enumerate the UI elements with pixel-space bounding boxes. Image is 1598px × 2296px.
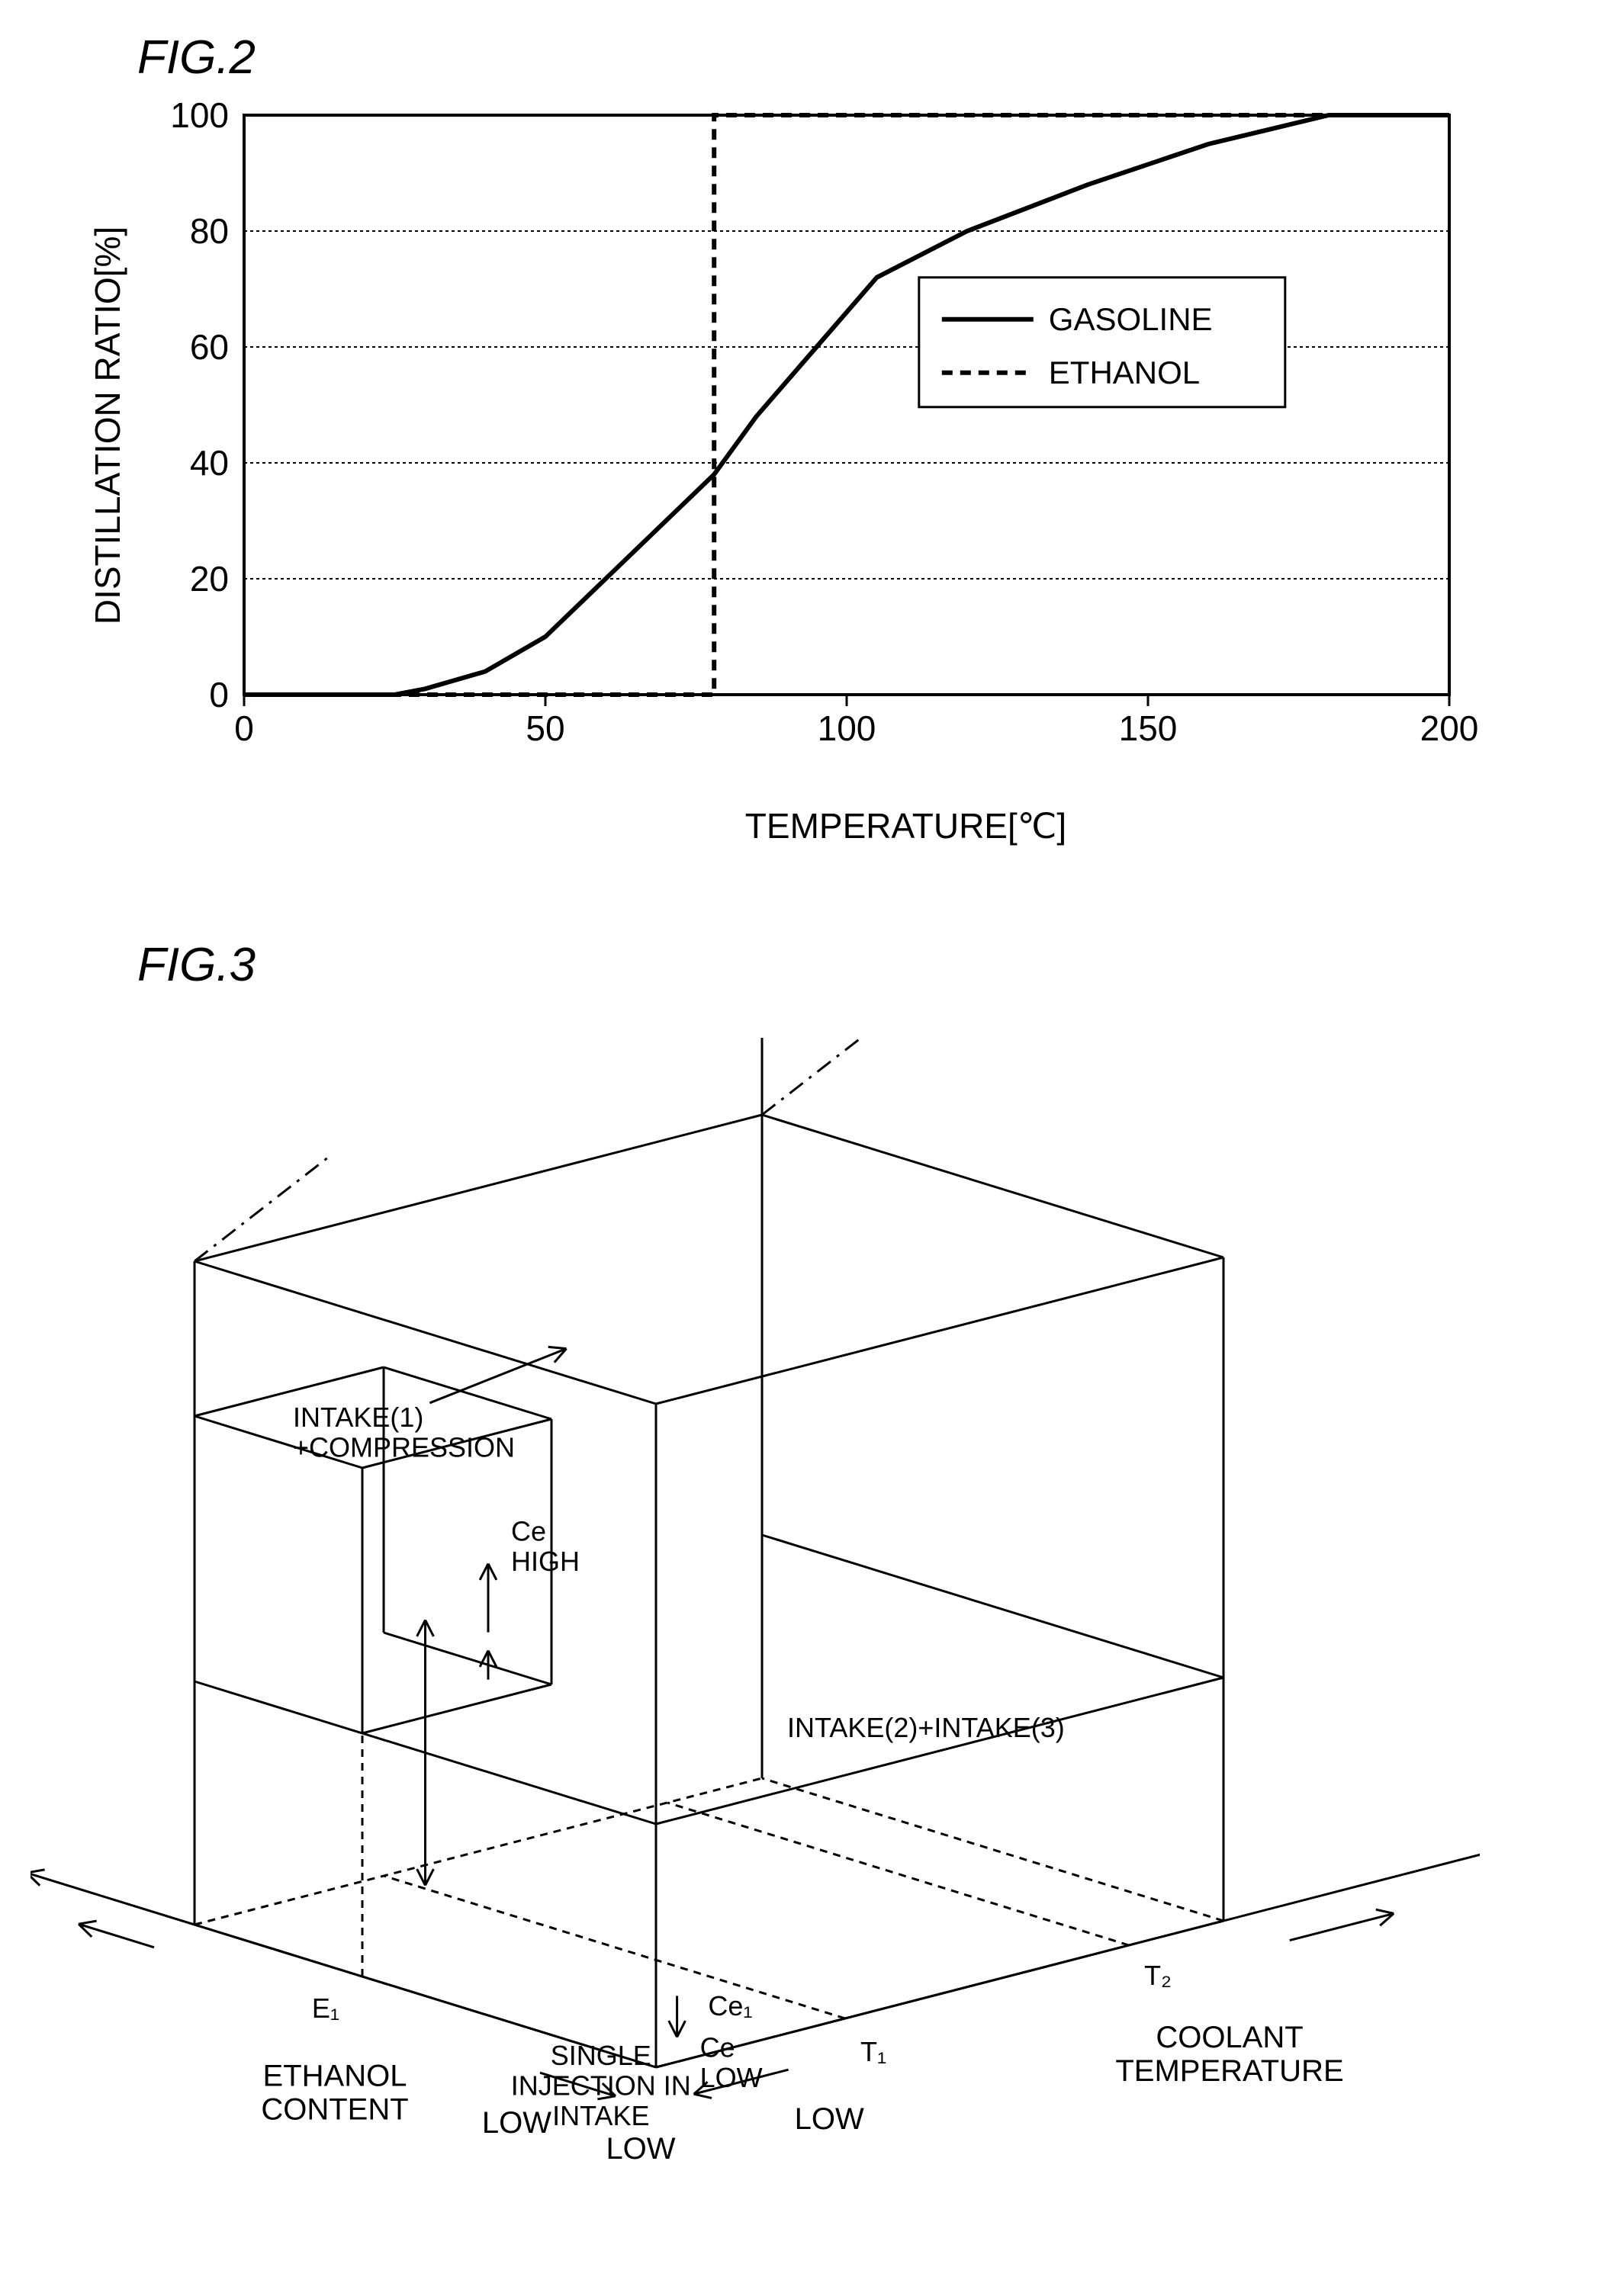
svg-text:80: 80 [190,211,229,251]
svg-text:60: 60 [190,327,229,367]
svg-text:SINGLE: SINGLE [551,2040,651,2071]
svg-text:Ce: Ce [700,2031,735,2063]
svg-text:INTAKE: INTAKE [552,2100,649,2131]
fig2-ylabel: DISTILLATION RATIO[%] [87,226,128,625]
svg-text:INTAKE(2)+INTAKE(3): INTAKE(2)+INTAKE(3) [787,1712,1065,1743]
fig2-plot: 0 20 40 60 80 100 0 50 100 150 200 GASOLINE ETHANOL [107,100,1480,786]
svg-text:200: 200 [1420,708,1479,748]
svg-text:Ce₁: Ce₁ [708,1990,752,2021]
svg-text:INJECTION IN: INJECTION IN [511,2070,691,2102]
svg-text:INTAKE(1): INTAKE(1) [293,1402,423,1433]
svg-text:Ce: Ce [511,1516,546,1547]
svg-text:HIGH: HIGH [511,1546,580,1577]
svg-text:100: 100 [170,100,229,135]
fig3-plot: INTAKE(1)+COMPRESSION INTAKE(2)+INTAKE(3)… [31,1038,1480,2182]
svg-text:0: 0 [209,675,229,714]
svg-text:50: 50 [526,708,564,748]
svg-text:LOW: LOW [482,2106,551,2140]
svg-text:E₁: E₁ [312,1993,339,2024]
svg-text:TEMPERATURE: TEMPERATURE [1115,2054,1343,2088]
svg-text:+COMPRESSION: +COMPRESSION [293,1431,515,1463]
svg-text:150: 150 [1119,708,1178,748]
svg-text:CONTENT: CONTENT [261,2093,408,2127]
svg-text:LOW: LOW [700,2062,763,2093]
svg-text:T₂: T₂ [1144,1960,1172,1991]
svg-text:0: 0 [234,708,254,748]
svg-text:T₁: T₁ [860,2036,886,2067]
svg-text:100: 100 [818,708,876,748]
svg-text:ETHANOL: ETHANOL [263,2060,407,2093]
fig2-xlabel: TEMPERATURE[℃] [244,805,1567,846]
svg-text:40: 40 [190,443,229,483]
svg-text:LOW: LOW [606,2132,675,2166]
fig2-chart: DISTILLATION RATIO[%] 020406080100050100… [107,100,1567,846]
svg-text:COOLANT: COOLANT [1156,2021,1303,2054]
fig2-label: FIG.2 [137,31,1567,85]
svg-text:20: 20 [190,559,229,599]
fig3-label: FIG.3 [137,938,1567,992]
svg-text:ETHANOL: ETHANOL [1049,355,1200,390]
svg-text:LOW: LOW [795,2102,864,2136]
svg-text:GASOLINE: GASOLINE [1049,301,1213,337]
fig3-diagram: INTAKE(1)+COMPRESSION INTAKE(2)+INTAKE(3)… [31,1038,1567,2185]
